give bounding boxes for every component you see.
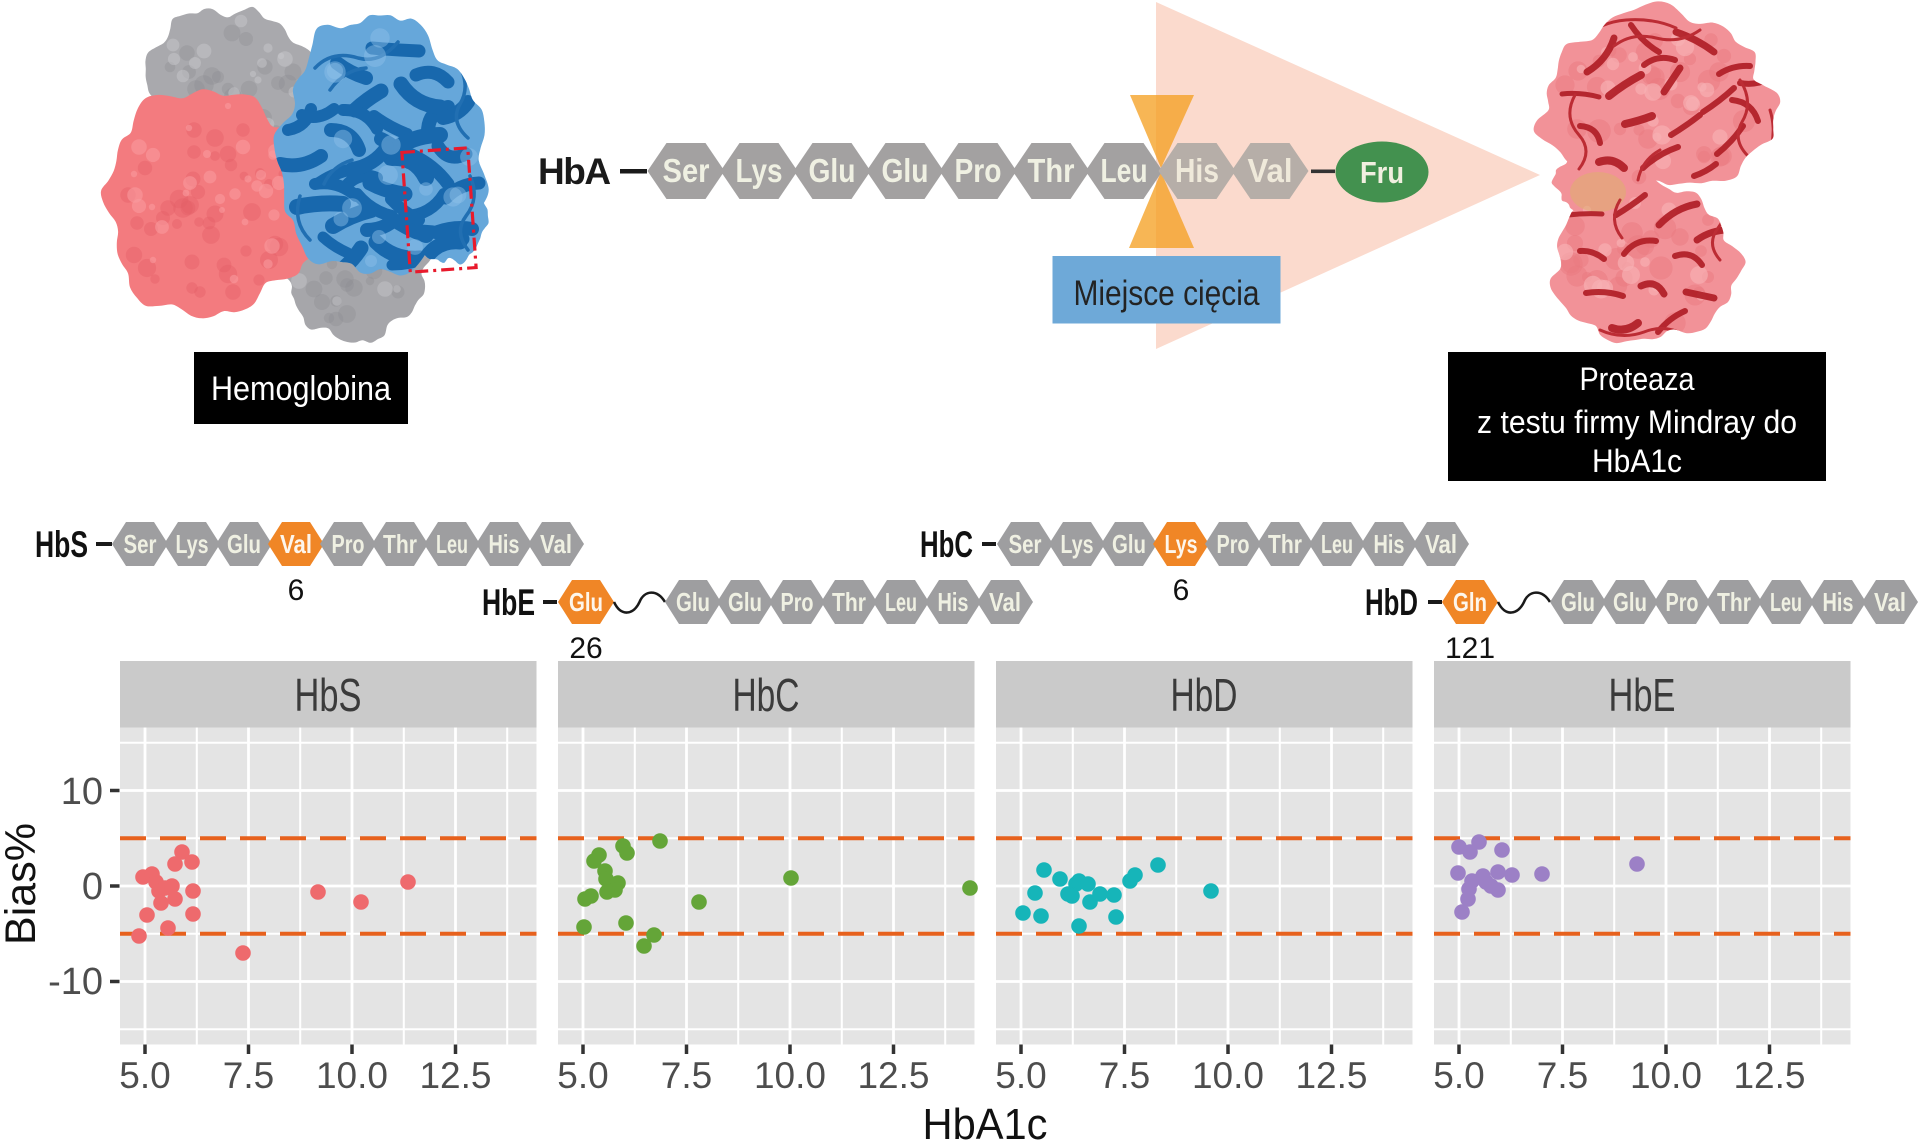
svg-text:Thr: Thr — [1717, 587, 1751, 617]
svg-text:-10: -10 — [48, 961, 103, 1003]
svg-text:HbE: HbE — [1609, 669, 1676, 721]
svg-text:Thr: Thr — [1268, 529, 1302, 559]
svg-text:5.0: 5.0 — [1433, 1055, 1484, 1096]
svg-text:Glu: Glu — [676, 587, 710, 617]
svg-text:Pro: Pro — [781, 587, 814, 617]
svg-text:z testu firmy Mindray do: z testu firmy Mindray do — [1477, 404, 1797, 440]
svg-text:10.0: 10.0 — [316, 1055, 388, 1096]
svg-text:Ser: Ser — [124, 529, 157, 559]
svg-text:Val: Val — [1874, 587, 1906, 617]
svg-text:0: 0 — [82, 866, 103, 908]
svg-text:Leu: Leu — [1101, 152, 1148, 189]
svg-text:12.5: 12.5 — [419, 1055, 491, 1096]
svg-text:His: His — [938, 587, 969, 617]
svg-text:Proteaza: Proteaza — [1580, 361, 1695, 397]
svg-text:7.5: 7.5 — [661, 1055, 712, 1096]
svg-text:Glu: Glu — [227, 529, 261, 559]
svg-text:Gln: Gln — [1453, 587, 1487, 617]
svg-text:Bias%: Bias% — [0, 823, 45, 945]
svg-text:Hemoglobina: Hemoglobina — [211, 370, 391, 408]
svg-text:26: 26 — [569, 632, 602, 665]
svg-text:6: 6 — [1173, 574, 1190, 607]
svg-text:HbC: HbC — [920, 524, 973, 565]
svg-text:Pro: Pro — [1217, 529, 1250, 559]
svg-text:Miejsce cięcia: Miejsce cięcia — [1074, 274, 1260, 313]
svg-text:Glu: Glu — [1613, 587, 1647, 617]
svg-text:6: 6 — [288, 574, 305, 607]
svg-text:Lys: Lys — [736, 152, 783, 189]
svg-text:121: 121 — [1445, 632, 1495, 665]
svg-text:Leu: Leu — [885, 587, 917, 617]
svg-text:Glu: Glu — [882, 152, 929, 189]
svg-text:Lys: Lys — [1165, 529, 1198, 559]
svg-text:Glu: Glu — [728, 587, 762, 617]
svg-text:HbE: HbE — [482, 582, 535, 623]
svg-text:HbD: HbD — [1171, 669, 1238, 721]
svg-text:HbD: HbD — [1365, 582, 1418, 623]
svg-text:10.0: 10.0 — [1192, 1055, 1264, 1096]
svg-text:Val: Val — [989, 587, 1021, 617]
svg-text:His: His — [489, 529, 520, 559]
svg-text:HbA1c: HbA1c — [1592, 443, 1682, 479]
svg-text:Lys: Lys — [1061, 529, 1094, 559]
svg-text:7.5: 7.5 — [1537, 1055, 1588, 1096]
svg-text:Lys: Lys — [176, 529, 209, 559]
svg-text:Pro: Pro — [1666, 587, 1699, 617]
svg-text:10: 10 — [61, 771, 103, 813]
svg-text:12.5: 12.5 — [1295, 1055, 1367, 1096]
svg-text:HbA1c: HbA1c — [923, 1100, 1048, 1142]
svg-text:10.0: 10.0 — [754, 1055, 826, 1096]
svg-text:HbS: HbS — [295, 669, 362, 721]
svg-text:Glu: Glu — [1561, 587, 1595, 617]
svg-text:Fru: Fru — [1360, 155, 1404, 190]
svg-text:Pro: Pro — [332, 529, 365, 559]
svg-text:HbA: HbA — [538, 151, 610, 192]
svg-text:5.0: 5.0 — [119, 1055, 170, 1096]
svg-text:5.0: 5.0 — [557, 1055, 608, 1096]
svg-text:Thr: Thr — [1028, 152, 1075, 189]
svg-text:Thr: Thr — [383, 529, 417, 559]
svg-text:Leu: Leu — [1770, 587, 1802, 617]
svg-text:Val: Val — [1425, 529, 1457, 559]
svg-text:7.5: 7.5 — [1099, 1055, 1150, 1096]
svg-text:10.0: 10.0 — [1630, 1055, 1702, 1096]
svg-text:5.0: 5.0 — [995, 1055, 1046, 1096]
svg-text:7.5: 7.5 — [223, 1055, 274, 1096]
svg-text:Glu: Glu — [809, 152, 856, 189]
svg-text:Glu: Glu — [1112, 529, 1146, 559]
svg-text:Ser: Ser — [1009, 529, 1042, 559]
svg-text:His: His — [1374, 529, 1405, 559]
svg-text:Ser: Ser — [663, 152, 710, 189]
svg-text:Val: Val — [540, 529, 572, 559]
svg-text:Val: Val — [280, 529, 312, 559]
svg-text:Thr: Thr — [832, 587, 866, 617]
svg-text:His: His — [1823, 587, 1854, 617]
svg-text:Pro: Pro — [955, 152, 1002, 189]
svg-text:Glu: Glu — [569, 587, 603, 617]
svg-text:HbS: HbS — [35, 524, 88, 565]
svg-text:Leu: Leu — [436, 529, 468, 559]
svg-text:HbC: HbC — [733, 669, 800, 721]
svg-text:Val: Val — [1248, 152, 1293, 189]
svg-text:Leu: Leu — [1321, 529, 1353, 559]
svg-text:12.5: 12.5 — [857, 1055, 929, 1096]
svg-text:His: His — [1175, 152, 1219, 189]
svg-text:12.5: 12.5 — [1733, 1055, 1805, 1096]
